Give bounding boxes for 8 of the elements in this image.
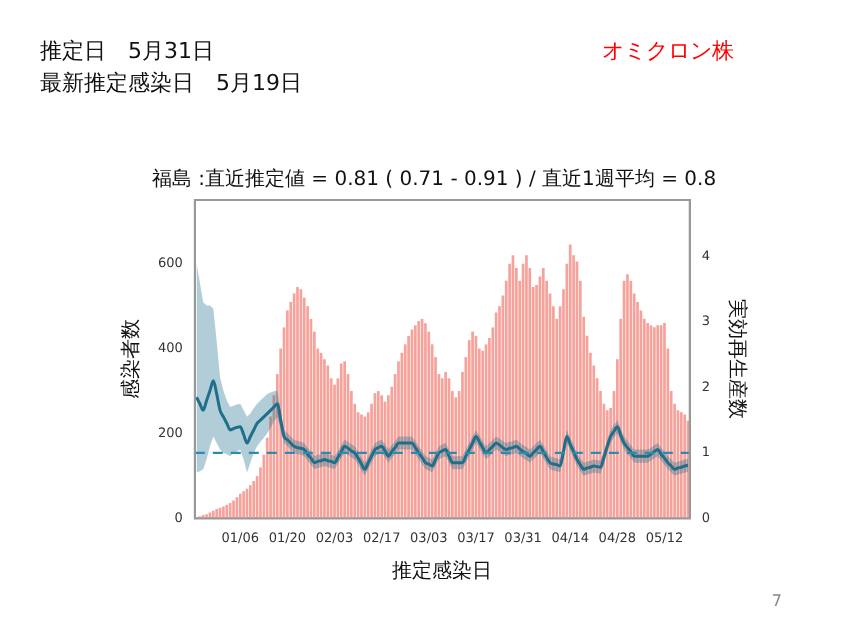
text: 推定日 5月31日 [40, 36, 214, 66]
text: 最新推定感染日 5月19日 [40, 68, 302, 98]
chart-title: 福島 :直近推定値 = 0.81 ( 0.71 - 0.91 ) / 直近1週平均 = 0.8 [151, 167, 717, 192]
text: 7 [771, 592, 782, 610]
y-axis-title: 感染者数 [119, 319, 144, 400]
x-axis-title: 推定感染日 [392, 559, 493, 584]
text: オミクロン株 [602, 36, 734, 66]
y2-axis-title: 実効再生産数 [724, 299, 749, 420]
